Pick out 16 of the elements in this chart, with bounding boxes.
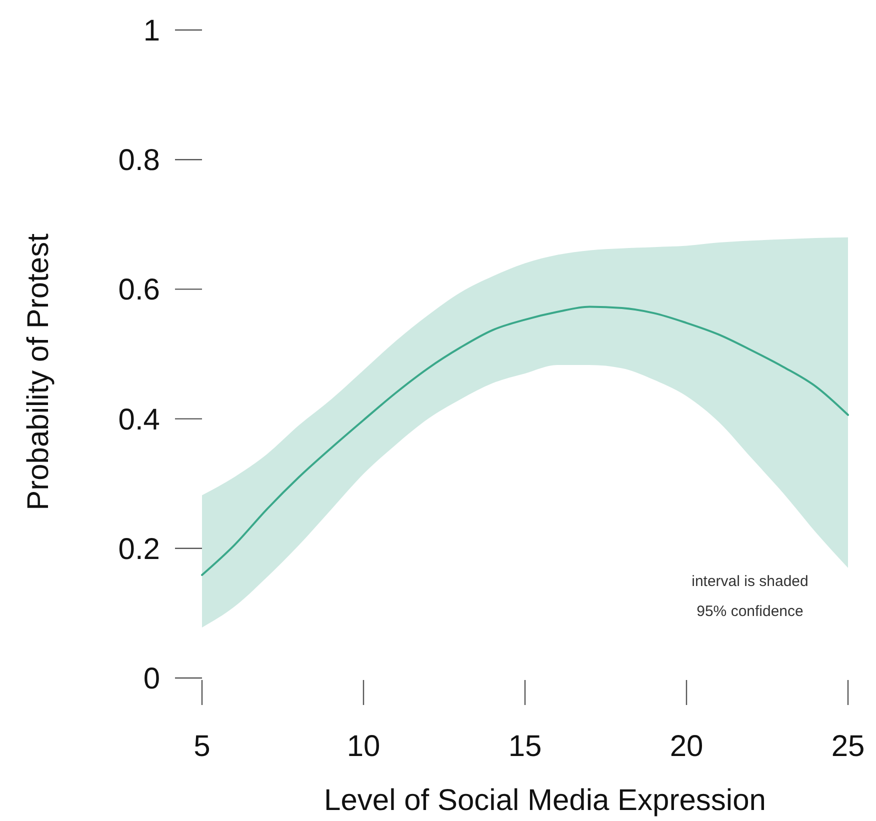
y-tick-label: 0.4: [118, 403, 160, 436]
x-tick-label: 5: [194, 730, 210, 763]
x-tick-label: 10: [346, 730, 380, 763]
y-tick-label: 0.8: [118, 144, 160, 178]
line-series: [201, 306, 849, 576]
x-axis-title: Level of Social Media Expression: [324, 784, 766, 817]
x-tick-label: 15: [508, 730, 542, 763]
annotation: interval is shaded: [692, 573, 808, 590]
y-tick-label: 0.2: [118, 532, 160, 566]
y-tick-label: 1: [143, 14, 160, 48]
y-tick-label: 0.6: [118, 274, 160, 307]
x-tick-label: 25: [831, 730, 865, 763]
annotation: 95% confidence: [696, 603, 804, 620]
y-axis-title: Probability of Protest: [22, 232, 55, 510]
y-tick-label: 0: [143, 662, 160, 696]
x-tick-label: 20: [670, 730, 704, 763]
